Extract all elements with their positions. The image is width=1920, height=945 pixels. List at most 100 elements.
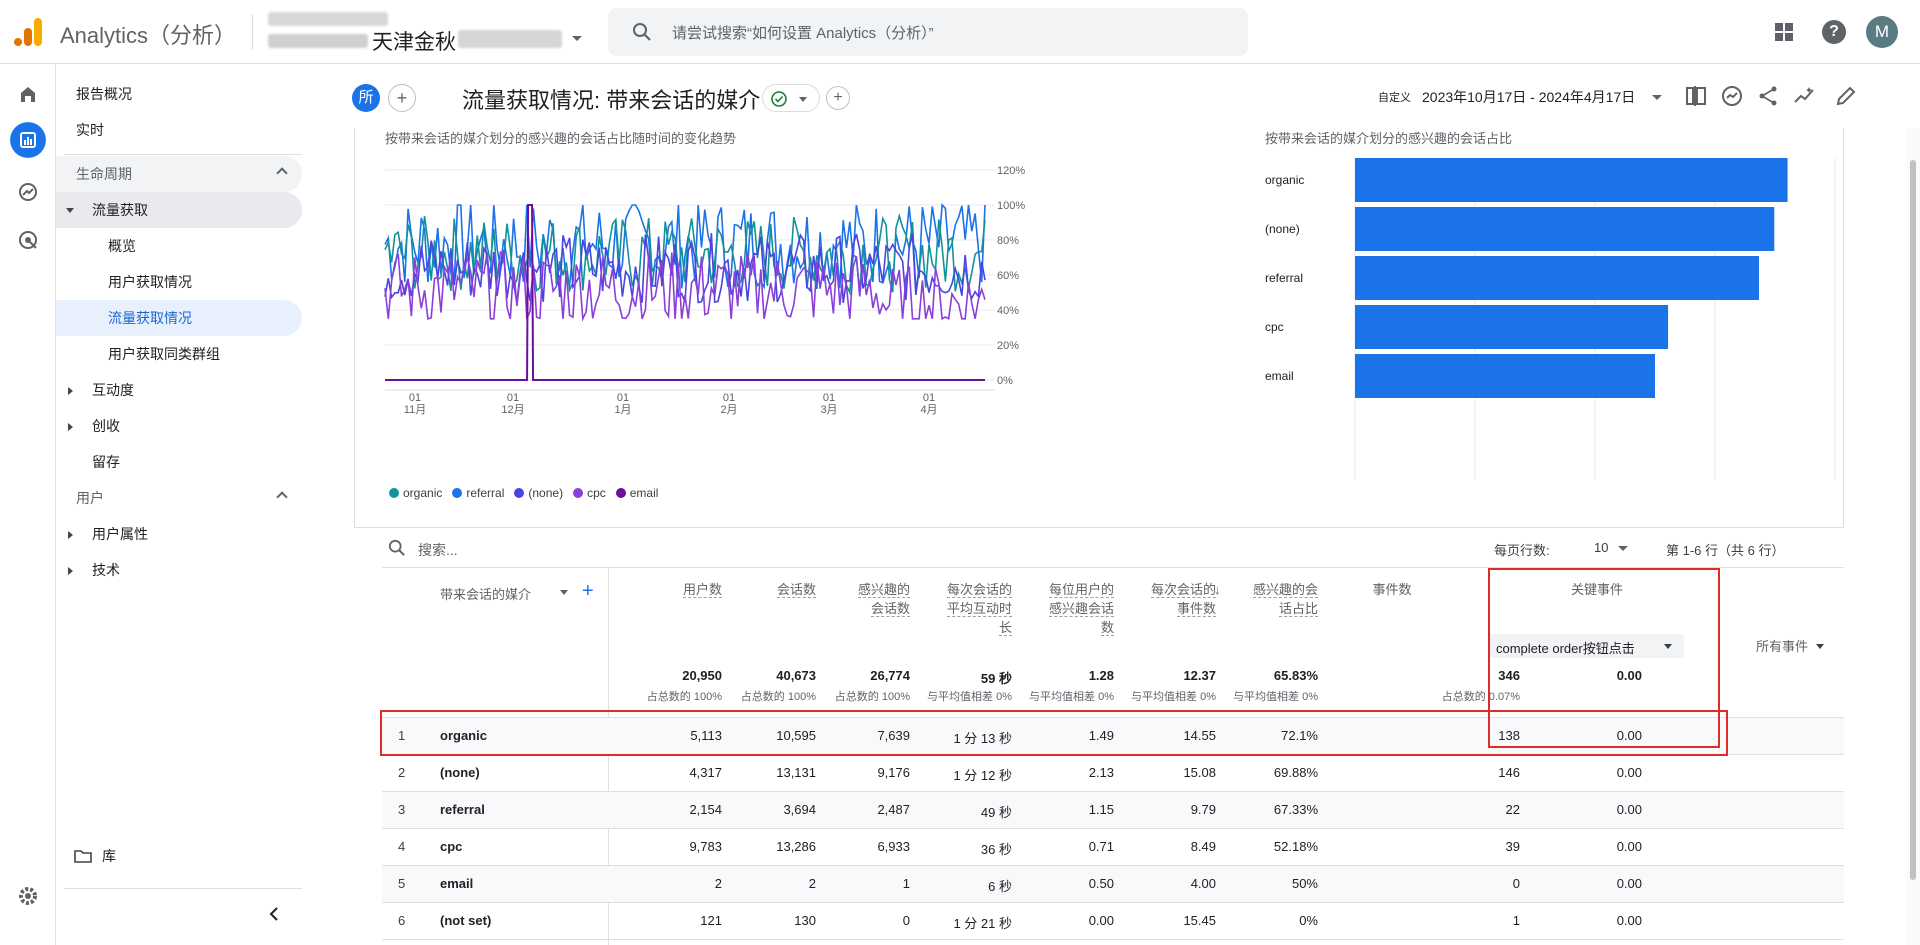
comparison-all-users-chip[interactable]: 所	[352, 84, 380, 112]
table-row[interactable]: 2 (none) 4,317 13,131 9,176 1 分 12 秒 2.13 15.08…	[382, 755, 1844, 792]
trend-insights-icon[interactable]	[1792, 84, 1816, 108]
metric-header[interactable]: 关键事件	[1552, 580, 1642, 599]
rows-per-page-select[interactable]: 10	[1594, 540, 1609, 555]
row-dimension[interactable]: organic	[440, 728, 487, 743]
row-cell: 9.79	[1190, 802, 1216, 817]
search-input[interactable]: 请尝试搜索“如何设置 Analytics（分析）”	[672, 25, 934, 42]
add-card-button[interactable]: +	[826, 86, 850, 110]
nav-section-lifecycle[interactable]: 生命周期	[56, 156, 302, 192]
row-dimension[interactable]: referral	[440, 802, 485, 817]
table-row[interactable]: 6 (not set) 121 130 0 1 分 21 秒 0.00 15.45 0% 1 0.0…	[382, 903, 1844, 940]
row-cell: 0.00	[1616, 839, 1642, 854]
event-filter-dropdown[interactable]: complete order按钮点击	[1488, 634, 1684, 658]
avatar[interactable]: M	[1866, 16, 1898, 48]
metric-header[interactable]: 用户数	[622, 580, 722, 599]
date-range[interactable]: 2023年10月17日 - 2024年4月17日	[1422, 89, 1636, 105]
y-tick-label: 80%	[997, 235, 1019, 247]
row-index: 2	[398, 765, 406, 780]
help-icon[interactable]: ?	[1822, 20, 1846, 44]
key-event-filter-dropdown[interactable]: 所有事件	[1756, 636, 1825, 655]
legend-item[interactable]: (none)	[514, 486, 563, 500]
nav-label: 报告概况	[76, 86, 132, 102]
chevron-down-icon[interactable]	[560, 590, 568, 595]
reports-icon[interactable]	[10, 122, 46, 158]
collapse-nav-icon[interactable]	[266, 906, 282, 922]
apps-grid-icon[interactable]	[1774, 22, 1794, 42]
nav-library[interactable]: 库	[56, 838, 302, 874]
line-chart[interactable]: 120%100%80%60%40%20%0%0111月0112月011月012月…	[355, 150, 1235, 530]
bar[interactable]	[1355, 354, 1655, 398]
home-icon[interactable]	[10, 76, 46, 112]
metric-header[interactable]: 每位用户的 感兴趣会话数	[1014, 580, 1114, 637]
share-icon[interactable]	[1756, 84, 1780, 108]
add-dimension-button[interactable]: +	[582, 580, 594, 602]
row-cell: 9,783	[689, 839, 722, 854]
legend-item[interactable]: organic	[389, 486, 442, 500]
nav-tech[interactable]: 技术	[56, 552, 302, 588]
row-dimension[interactable]: (not set)	[440, 913, 492, 928]
bar[interactable]	[1355, 305, 1669, 349]
analytics-logo-icon[interactable]	[14, 16, 44, 48]
bar-chart[interactable]: 0% 20% 40% 60% 80% organic (none) referral cpc em…	[1255, 150, 1845, 490]
account-name[interactable]: 天津金秋	[372, 31, 456, 54]
nav-report-overview[interactable]: 报告概况	[56, 76, 302, 112]
scrollbar-thumb[interactable]	[1910, 160, 1916, 880]
date-dropdown-icon[interactable]	[1652, 95, 1662, 100]
chevron-down-icon	[799, 97, 807, 102]
x-tick-label: 80%	[1824, 489, 1845, 490]
table-row[interactable]: 3 referral 2,154 3,694 2,487 49 秒 1.15 9.79 67.3…	[382, 792, 1844, 829]
table-row[interactable]: 4 cpc 9,783 13,286 6,933 36 秒 0.71 8.49 52.18% 39…	[382, 829, 1844, 866]
account-dropdown-icon[interactable]	[572, 36, 582, 41]
row-cell: 13,131	[776, 765, 816, 780]
nav-acquisition[interactable]: 流量获取	[56, 192, 302, 228]
legend-item[interactable]: cpc	[573, 486, 606, 500]
nav-monetization[interactable]: 创收	[56, 408, 302, 444]
nav-retention[interactable]: 留存	[56, 444, 302, 480]
table-row[interactable]: 5 email 2 2 1 6 秒 0.50 4.00 50% 0 0.00	[382, 866, 1844, 903]
bar[interactable]	[1355, 256, 1759, 300]
insights-icon[interactable]	[1720, 84, 1744, 108]
row-index: 4	[398, 839, 406, 854]
row-dimension[interactable]: cpc	[440, 839, 463, 854]
nav-user-acquisition[interactable]: 用户获取情况	[56, 264, 302, 300]
bar[interactable]	[1355, 207, 1775, 251]
y-tick-label: 120%	[997, 165, 1025, 177]
row-cell: 3,694	[783, 802, 816, 817]
legend-label: referral	[466, 486, 505, 500]
dimension-header[interactable]: 带来会话的媒介	[440, 587, 532, 602]
nav-traffic-acquisition[interactable]: 流量获取情况	[56, 300, 302, 336]
metric-header[interactable]: 每次会话的 平均互动时长	[912, 580, 1012, 637]
advertising-icon[interactable]	[10, 222, 46, 258]
metric-header[interactable]: 每次会话的 事件数	[1116, 580, 1216, 618]
row-cell: 1 分 21 秒	[953, 916, 1012, 931]
legend-swatch	[514, 488, 525, 498]
chevron-down-icon[interactable]	[1618, 546, 1628, 551]
row-dimension[interactable]: email	[440, 876, 474, 891]
compare-columns-icon[interactable]	[1684, 84, 1708, 108]
row-cell: 14.55	[1183, 728, 1216, 743]
row-cell: 15.45	[1183, 913, 1216, 928]
metric-header[interactable]: 感兴趣的 会话数	[810, 580, 910, 618]
settings-gear-icon[interactable]	[10, 878, 46, 914]
metric-header[interactable]: 会话数	[716, 580, 816, 599]
nav-engagement[interactable]: 互动度	[56, 372, 302, 408]
bar[interactable]	[1355, 158, 1788, 202]
table-search-input[interactable]: 搜索...	[418, 542, 458, 558]
edit-pencil-icon[interactable]	[1834, 84, 1858, 108]
legend-item[interactable]: email	[615, 486, 658, 500]
legend-item[interactable]: referral	[452, 486, 504, 500]
report-status-chip[interactable]	[762, 84, 820, 112]
metric-header[interactable]: ↓ 感兴趣的会 话占比	[1214, 580, 1318, 618]
nav-acq-overview[interactable]: 概览	[56, 228, 302, 264]
explore-icon[interactable]	[10, 174, 46, 210]
metric-header[interactable]: 事件数	[1282, 580, 1502, 599]
nav-realtime[interactable]: 实时	[56, 112, 302, 148]
nav-section-user[interactable]: 用户	[56, 480, 302, 516]
row-dimension[interactable]: (none)	[440, 765, 480, 780]
table-row[interactable]: 1 organic 5,113 10,595 7,639 1 分 13 秒 1.49 14.5…	[382, 718, 1844, 755]
add-comparison-button[interactable]: +	[388, 84, 416, 112]
total-subtext: 占总数的 100%	[834, 691, 910, 703]
search-bar[interactable]: 请尝试搜索“如何设置 Analytics（分析）”	[608, 8, 1248, 56]
nav-user-attributes[interactable]: 用户属性	[56, 516, 302, 552]
nav-user-acq-cohorts[interactable]: 用户获取同类群组	[56, 336, 302, 372]
